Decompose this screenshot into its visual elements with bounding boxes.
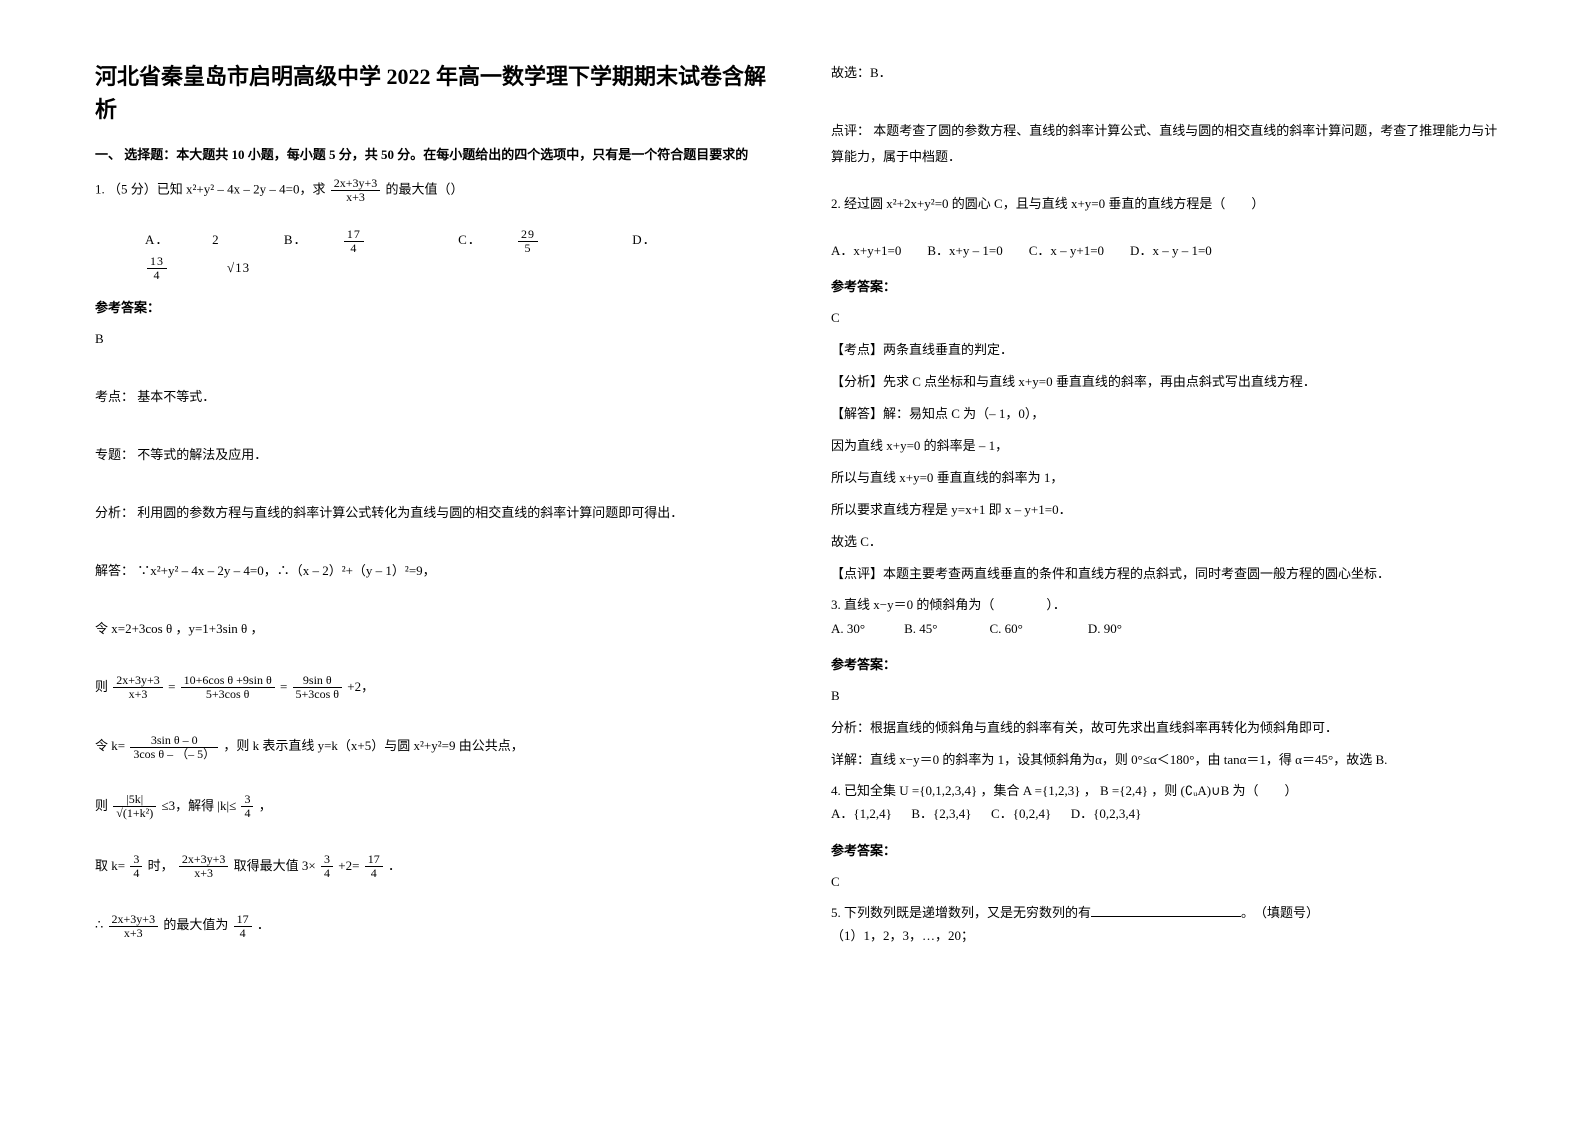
section-heading: 一、 选择题：本大题共 10 小题，每小题 5 分，共 50 分。在每小题给出的… bbox=[95, 144, 771, 163]
question-3: 3. 直线 x−y＝0 的倾斜角为（ ）． A. 30° B. 45° C. 6… bbox=[831, 593, 1507, 640]
q1-answer-body: B 考点： 基本不等式． 专题： 不等式的解法及应用． 分析： 利用圆的参数方程… bbox=[95, 326, 771, 941]
q4-opt-a: A．{1,2,4} bbox=[831, 806, 892, 821]
q3-answer-label: 参考答案： bbox=[831, 654, 1507, 673]
q2-answer-label: 参考答案： bbox=[831, 276, 1507, 295]
q1-jieda3: 则 2x+3y+3x+3 = 10+6cos θ +9sin θ5+3cos θ… bbox=[95, 674, 771, 702]
q4-opt-d: D．{0,2,3,4} bbox=[1071, 806, 1142, 821]
q1-opt-b: B． 174 bbox=[284, 232, 428, 247]
q2-jieda3: 所以与直线 x+y=0 垂直直线的斜率为 1， bbox=[831, 465, 1507, 491]
q1-jieda4: 令 k= 3sin θ – 03cos θ – （– 5） ，则 k 表示直线 … bbox=[95, 733, 771, 761]
question-5: 5. 下列数列既是递增数列，又是无穷数列的有。 （填题号） （1）1，2，3，…… bbox=[831, 901, 1507, 948]
question-4: 4. 已知全集 U ={0,1,2,3,4} ，集合 A ={1,2,3} ， … bbox=[831, 779, 1507, 826]
q1-kaodian: 考点： 基本不等式． bbox=[95, 384, 771, 410]
q2-stem: 2. 经过圆 x²+2x+y²=0 的圆心 C，且与直线 x+y=0 垂直的直线… bbox=[831, 192, 1507, 215]
left-column: 河北省秦皇岛市启明高级中学 2022 年高一数学理下学期期末试卷含解析 一、 选… bbox=[95, 60, 771, 962]
q2-dianping: 【点评】本题主要考查两直线垂直的条件和直线方程的点斜式，同时考查圆一般方程的圆心… bbox=[831, 561, 1507, 587]
q2-answer-body: C 【考点】两条直线垂直的判定． 【分析】先求 C 点坐标和与直线 x+y=0 … bbox=[831, 305, 1507, 587]
q1-jieda1: 解答： ∵x²+y² – 4x – 2y – 4=0，∴（x – 2）²+（y … bbox=[95, 558, 771, 584]
q1-jieda5: 则 |5k|√(1+k²) ≤3，解得 |k|≤ 34 ， bbox=[95, 793, 771, 821]
q4-answer-label: 参考答案： bbox=[831, 840, 1507, 859]
q3-xiangjie: 详解：直线 x−y＝0 的斜率为 1，设其倾斜角为α，则 0°≤α＜180°，由… bbox=[831, 747, 1507, 773]
q1-answer-label: 参考答案： bbox=[95, 297, 771, 316]
q2-jieda2: 因为直线 x+y=0 的斜率是 – 1， bbox=[831, 433, 1507, 459]
q1-options: A． 2 B． 174 C． 295 D． 134√13 bbox=[145, 228, 771, 283]
q1-fenxi: 分析： 利用圆的参数方程与直线的斜率计算公式转化为直线与圆的相交直线的斜率计算问… bbox=[95, 500, 771, 526]
q1-main-frac: 2x+3y+3 x+3 bbox=[331, 177, 381, 204]
exam-title: 河北省秦皇岛市启明高级中学 2022 年高一数学理下学期期末试卷含解析 bbox=[95, 60, 771, 126]
q1-answer: B bbox=[95, 326, 771, 352]
q1-opt-c: C． 295 bbox=[458, 232, 602, 247]
exam-page: 河北省秦皇岛市启明高级中学 2022 年高一数学理下学期期末试卷含解析 一、 选… bbox=[95, 60, 1507, 962]
q4-answer-body: C bbox=[831, 869, 1507, 895]
q2-kaodian: 【考点】两条直线垂直的判定． bbox=[831, 337, 1507, 363]
q1-jieda6: 取 k= 34 时， 2x+3y+3x+3 取得最大值 3× 34 +2= 17… bbox=[95, 853, 771, 881]
q3-fenxi: 分析：根据直线的倾斜角与直线的斜率有关，故可先求出直线斜率再转化为倾斜角即可． bbox=[831, 715, 1507, 741]
q2-guxuan: 故选 C． bbox=[831, 529, 1507, 555]
q1-stem: 1. （5 分）已知 x²+y² – 4x – 2y – 4=0，求 2x+3y… bbox=[95, 177, 771, 204]
q1-guxuan: 故选：B． bbox=[831, 60, 1507, 86]
q3-options: A. 30° B. 45° C. 60° D. 90° bbox=[831, 617, 1507, 640]
q2-jieda4: 所以要求直线方程是 y=x+1 即 x – y+1=0． bbox=[831, 497, 1507, 523]
q1-jieda7: ∴ 2x+3y+3x+3 的最大值为 174 ． bbox=[95, 912, 771, 940]
q3-answer-body: B 分析：根据直线的倾斜角与直线的斜率有关，故可先求出直线斜率再转化为倾斜角即可… bbox=[831, 683, 1507, 773]
question-2: 2. 经过圆 x²+2x+y²=0 的圆心 C，且与直线 x+y=0 垂直的直线… bbox=[831, 192, 1507, 262]
q2-options: A．x+y+1=0 B．x+y – 1=0 C．x – y+1=0 D．x – … bbox=[831, 239, 1507, 262]
q3-answer: B bbox=[831, 683, 1507, 709]
q4-options: A．{1,2,4} B．{2,3,4} C．{0,2,4} D．{0,2,3,4… bbox=[831, 802, 1507, 825]
q1-answer-body-cont: 故选：B． 点评： 本题考查了圆的参数方程、直线的斜率计算公式、直线与圆的相交直… bbox=[831, 60, 1507, 170]
q4-opt-b: B．{2,3,4} bbox=[911, 806, 971, 821]
q1-dianping: 点评： 本题考查了圆的参数方程、直线的斜率计算公式、直线与圆的相交直线的斜率计算… bbox=[831, 118, 1507, 170]
q4-opt-c: C．{0,2,4} bbox=[991, 806, 1051, 821]
q1-zhuanti: 专题： 不等式的解法及应用． bbox=[95, 442, 771, 468]
q2-answer: C bbox=[831, 305, 1507, 331]
right-column: 故选：B． 点评： 本题考查了圆的参数方程、直线的斜率计算公式、直线与圆的相交直… bbox=[831, 60, 1507, 962]
q1-jieda2: 令 x=2+3cos θ ，y=1+3sin θ ， bbox=[95, 616, 771, 642]
blank-fill bbox=[1091, 904, 1241, 917]
q5-stem: 5. 下列数列既是递增数列，又是无穷数列的有。 （填题号） bbox=[831, 901, 1507, 924]
q4-stem: 4. 已知全集 U ={0,1,2,3,4} ，集合 A ={1,2,3} ， … bbox=[831, 779, 1507, 802]
question-1: 1. （5 分）已知 x²+y² – 4x – 2y – 4=0，求 2x+3y… bbox=[95, 177, 771, 283]
q3-stem: 3. 直线 x−y＝0 的倾斜角为（ ）． bbox=[831, 593, 1507, 616]
q5-item1: （1）1，2，3，…，20； bbox=[831, 924, 1507, 947]
q1-opt-a: A． 2 bbox=[145, 232, 250, 247]
q4-answer: C bbox=[831, 869, 1507, 895]
q2-fenxi: 【分析】先求 C 点坐标和与直线 x+y=0 垂直直线的斜率，再由点斜式写出直线… bbox=[831, 369, 1507, 395]
q2-jieda1: 【解答】解：易知点 C 为（– 1，0）， bbox=[831, 401, 1507, 427]
